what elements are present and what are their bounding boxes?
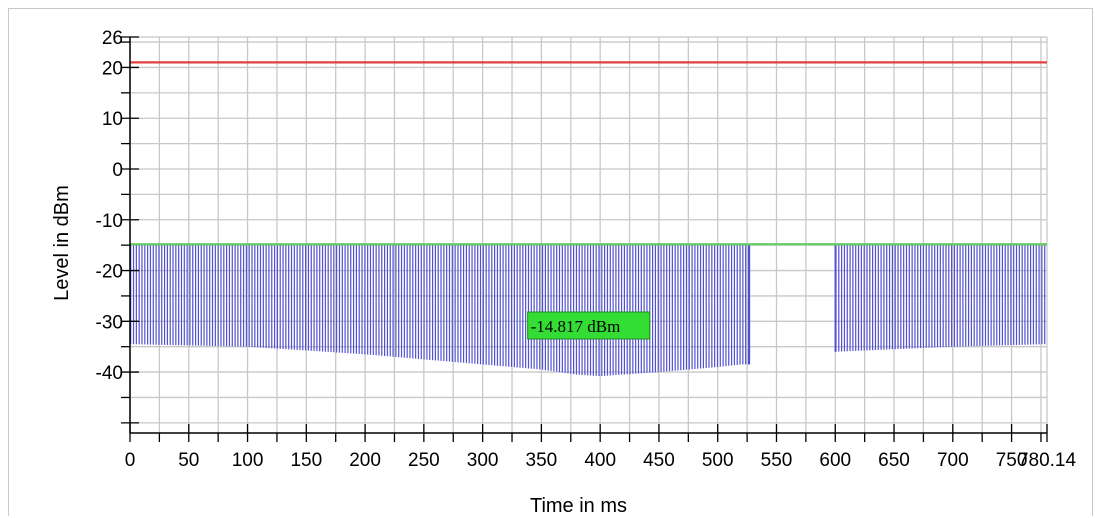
x-tick-label: 550 — [761, 450, 793, 471]
x-tick-label: 780.14 — [1018, 450, 1077, 471]
grid — [129, 36, 1048, 433]
level-marker-text: -14.817 dBm — [531, 317, 621, 336]
axes — [121, 36, 1048, 442]
x-tick-label: 500 — [702, 450, 734, 471]
y-tick-label: -40 — [96, 363, 123, 384]
level-marker[interactable]: -14.817 dBm — [527, 311, 651, 340]
x-tick-label: 400 — [584, 450, 616, 471]
chart-frame — [8, 8, 1093, 516]
x-tick-label: 700 — [937, 450, 969, 471]
x-tick-label: 200 — [349, 450, 381, 471]
y-tick-label: 26 — [102, 28, 123, 49]
x-tick-label: 0 — [125, 450, 136, 471]
y-tick-label: -30 — [96, 312, 123, 333]
x-tick-label: 300 — [467, 450, 499, 471]
x-tick-label: 650 — [878, 450, 910, 471]
pulse-train-series — [130, 244, 1046, 377]
x-tick-label: 450 — [643, 450, 675, 471]
x-tick-label: 100 — [232, 450, 264, 471]
x-tick-label: 50 — [178, 450, 199, 471]
plot-area — [130, 37, 1047, 433]
x-tick-label: 600 — [819, 450, 851, 471]
reference-lines — [130, 61, 1047, 246]
x-tick-label: 350 — [526, 450, 558, 471]
level-marker-box[interactable] — [527, 311, 651, 340]
x-tick-label: 750 — [996, 450, 1028, 471]
y-tick-label: 0 — [112, 160, 123, 181]
y-tick-label: -10 — [96, 211, 123, 232]
x-tick-label: 250 — [408, 450, 440, 471]
x-axis-title: Time in ms — [530, 495, 627, 517]
y-tick-label: 20 — [102, 58, 123, 79]
y-axis-title: Level in dBm — [51, 185, 73, 301]
y-tick-label: -20 — [96, 262, 123, 283]
x-tick-label: 150 — [290, 450, 322, 471]
y-tick-label: 10 — [102, 109, 123, 130]
